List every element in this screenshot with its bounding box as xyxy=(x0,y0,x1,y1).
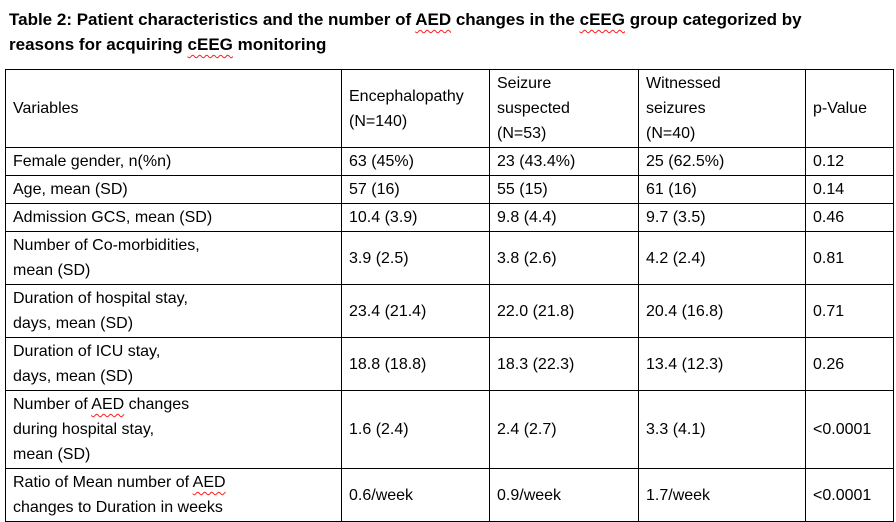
variable-cell: Number of AED changes during hospital st… xyxy=(5,390,342,469)
value-cell: 25 (62.5%) xyxy=(638,147,806,176)
value-cell: 20.4 (16.8) xyxy=(638,284,806,338)
pvalue-cell: <0.0001 xyxy=(805,468,894,522)
misspelled-word: AED xyxy=(192,474,226,491)
patient-characteristics-table: Variables Encephalopathy (N=140) Seizure… xyxy=(5,69,894,522)
table-row: Female gender, n(%n) 63 (45%) 23 (43.4%)… xyxy=(5,147,894,176)
column-header-encephalopathy: Encephalopathy (N=140) xyxy=(341,69,490,148)
table-row: Admission GCS, mean (SD) 10.4 (3.9) 9.8 … xyxy=(5,203,894,232)
pvalue-cell: 0.71 xyxy=(805,284,894,338)
value-cell: 3.9 (2.5) xyxy=(341,231,490,285)
pvalue-cell: 0.26 xyxy=(805,337,894,391)
value-cell: 55 (15) xyxy=(489,175,639,204)
caption-text: reasons for acquiring xyxy=(9,35,188,54)
value-cell: 18.8 (18.8) xyxy=(341,337,490,391)
value-cell: 9.8 (4.4) xyxy=(489,203,639,232)
variable-cell: Duration of hospital stay, days, mean (S… xyxy=(5,284,342,338)
caption-line-1: Table 2: Patient characteristics and the… xyxy=(9,7,887,32)
value-cell: 61 (16) xyxy=(638,175,806,204)
table-row: Age, mean (SD) 57 (16) 55 (15) 61 (16) 0… xyxy=(5,175,894,204)
value-cell: 9.7 (3.5) xyxy=(638,203,806,232)
caption-text: group categorized by xyxy=(624,10,802,29)
value-cell: 10.4 (3.9) xyxy=(341,203,490,232)
value-cell: 22.0 (21.8) xyxy=(489,284,639,338)
value-cell: 13.4 (12.3) xyxy=(638,337,806,391)
caption-line-2: reasons for acquiring cEEG monitoring xyxy=(9,32,887,57)
table-row: Number of Co-morbidities, mean (SD) 3.9 … xyxy=(5,231,894,285)
pvalue-cell: 0.46 xyxy=(805,203,894,232)
table-row: Number of AED changes during hospital st… xyxy=(5,390,894,469)
variable-text: Number of xyxy=(13,396,92,413)
value-cell: 18.3 (22.3) xyxy=(489,337,639,391)
value-cell: 3.3 (4.1) xyxy=(638,390,806,469)
caption-text: monitoring xyxy=(232,35,327,54)
value-cell: 3.8 (2.6) xyxy=(489,231,639,285)
value-cell: 1.7/week xyxy=(638,468,806,522)
value-cell: 57 (16) xyxy=(341,175,490,204)
value-cell: 23.4 (21.4) xyxy=(341,284,490,338)
variable-cell: Ratio of Mean number of AED changes to D… xyxy=(5,468,342,522)
column-header-pvalue: p-Value xyxy=(805,69,894,148)
column-header-variables: Variables xyxy=(5,69,342,148)
value-cell: 23 (43.4%) xyxy=(489,147,639,176)
table-row: Ratio of Mean number of AED changes to D… xyxy=(5,468,894,522)
misspelled-word: AED xyxy=(91,396,125,413)
table-row: Duration of hospital stay, days, mean (S… xyxy=(5,284,894,338)
value-cell: 0.6/week xyxy=(341,468,490,522)
value-cell: 1.6 (2.4) xyxy=(341,390,490,469)
header-row: Variables Encephalopathy (N=140) Seizure… xyxy=(5,69,894,148)
value-cell: 4.2 (2.4) xyxy=(638,231,806,285)
pvalue-cell: 0.14 xyxy=(805,175,894,204)
variable-text: changes to Duration in weeks xyxy=(13,499,223,516)
misspelled-word: cEEG xyxy=(579,10,625,29)
caption-text: changes in the xyxy=(451,10,580,29)
column-header-seizure-suspected: Seizure suspected (N=53) xyxy=(489,69,639,148)
table-row: Duration of ICU stay, days, mean (SD) 18… xyxy=(5,337,894,391)
misspelled-word: AED xyxy=(415,10,452,29)
variable-cell: Number of Co-morbidities, mean (SD) xyxy=(5,231,342,285)
caption-text: Table 2: Patient characteristics and the… xyxy=(9,10,416,29)
variable-cell: Age, mean (SD) xyxy=(5,175,342,204)
variable-cell: Duration of ICU stay, days, mean (SD) xyxy=(5,337,342,391)
value-cell: 63 (45%) xyxy=(341,147,490,176)
value-cell: 2.4 (2.7) xyxy=(489,390,639,469)
column-header-witnessed-seizures: Witnessed seizures (N=40) xyxy=(638,69,806,148)
misspelled-word: cEEG xyxy=(187,35,233,54)
variable-cell: Admission GCS, mean (SD) xyxy=(5,203,342,232)
pvalue-cell: 0.12 xyxy=(805,147,894,176)
variable-cell: Female gender, n(%n) xyxy=(5,147,342,176)
pvalue-cell: 0.81 xyxy=(805,231,894,285)
table-caption: Table 2: Patient characteristics and the… xyxy=(0,0,896,57)
value-cell: 0.9/week xyxy=(489,468,639,522)
pvalue-cell: <0.0001 xyxy=(805,390,894,469)
variable-text: Ratio of Mean number of xyxy=(13,474,193,491)
variable-text: changes during hospital stay, mean (SD) xyxy=(13,396,190,463)
